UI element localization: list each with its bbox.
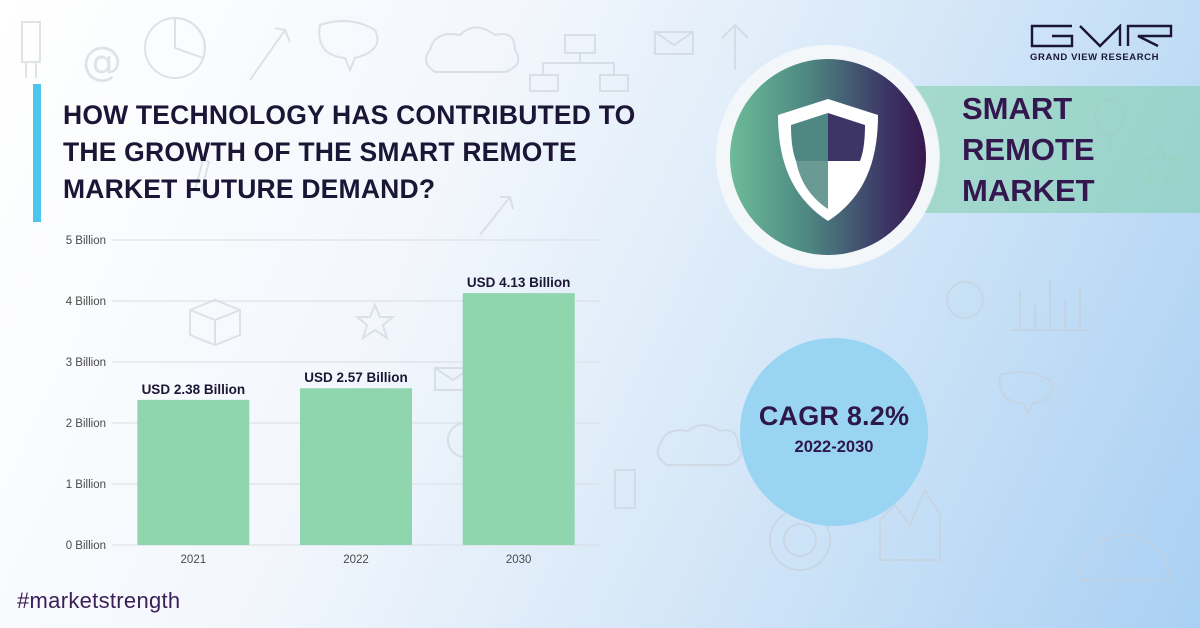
headline-accent-bar	[33, 84, 41, 222]
speech-bubble-doodle-icon	[318, 20, 379, 73]
shield-emblem	[717, 46, 939, 268]
y-tick-label: 0 Billion	[66, 540, 106, 552]
x-tick-label: 2021	[181, 554, 207, 566]
market-title-line-1: SMART	[962, 91, 1073, 126]
brand-name: GRAND VIEW RESEARCH	[1030, 52, 1160, 63]
y-tick-label: 1 Billion	[66, 479, 106, 491]
cagr-badge: CAGR 8.2% 2022-2030	[740, 338, 928, 526]
bar-value-label: USD 2.38 Billion	[142, 382, 246, 397]
market-title: SMART REMOTE MARKET	[962, 88, 1095, 211]
bar-2021	[137, 399, 250, 545]
bar-value-label: USD 2.57 Billion	[304, 370, 408, 385]
bar-2022	[300, 388, 412, 545]
hashtag: #marketstrength	[17, 588, 181, 613]
x-tick-label: 2022	[343, 554, 369, 566]
shield-icon	[778, 99, 878, 221]
market-title-band	[900, 86, 1200, 213]
box-doodle-icon	[189, 298, 241, 347]
market-title-line-2: REMOTE	[962, 132, 1095, 167]
phone-doodle-icon	[614, 469, 636, 509]
star-doodle-icon-2	[354, 302, 396, 341]
cagr-period: 2022-2030	[794, 438, 874, 456]
emblem-gradient-circle	[730, 59, 926, 255]
flowchart-doodle-icon	[529, 34, 629, 92]
y-tick-label: 2 Billion	[66, 418, 106, 430]
bar-doodle-icon	[1012, 280, 1090, 331]
pen-doodle-icon	[193, 158, 211, 194]
bar-2030	[462, 293, 575, 545]
envelope-doodle-icon	[654, 31, 694, 55]
paint-tube-doodle-icon	[21, 21, 41, 78]
brand-logo: GRAND VIEW RESEARCH	[1030, 24, 1173, 63]
bar-value-label: USD 4.13 Billion	[467, 275, 571, 290]
pie-doodle-icon-2	[1078, 534, 1172, 581]
cloud-doodle-icon	[425, 26, 520, 73]
speech-bubble-doodle-icon-2	[998, 370, 1053, 417]
gvr-logo-mark	[1030, 24, 1173, 48]
pie-doodle-slice	[174, 16, 206, 60]
chart-doodle-icon	[879, 487, 941, 561]
arrow-doodle-icon-2	[479, 196, 514, 236]
cagr-value: CAGR 8.2%	[758, 401, 910, 431]
y-tick-label: 5 Billion	[66, 235, 106, 247]
at-circle-doodle-icon	[946, 281, 984, 319]
market-bar-chart: 0 Billion 1 Billion 2 Billion 3 Billion 4 Bi…	[66, 235, 600, 566]
y-tick-label: 4 Billion	[66, 296, 106, 308]
x-tick-label: 2030	[506, 554, 532, 566]
market-title-line-3: MARKET	[962, 173, 1095, 208]
y-tick-label: 3 Billion	[66, 357, 106, 369]
arrow-doodle-icon	[249, 27, 291, 81]
up-arrow-doodle-icon	[721, 23, 749, 70]
page-title: HOW TECHNOLOGY HAS CONTRIBUTED TO THE GR…	[63, 100, 636, 204]
cloud-doodle-icon-2	[656, 424, 742, 466]
at-sign-doodle-icon: @	[82, 39, 122, 85]
spiral-doodle-icon-inner	[783, 523, 817, 557]
